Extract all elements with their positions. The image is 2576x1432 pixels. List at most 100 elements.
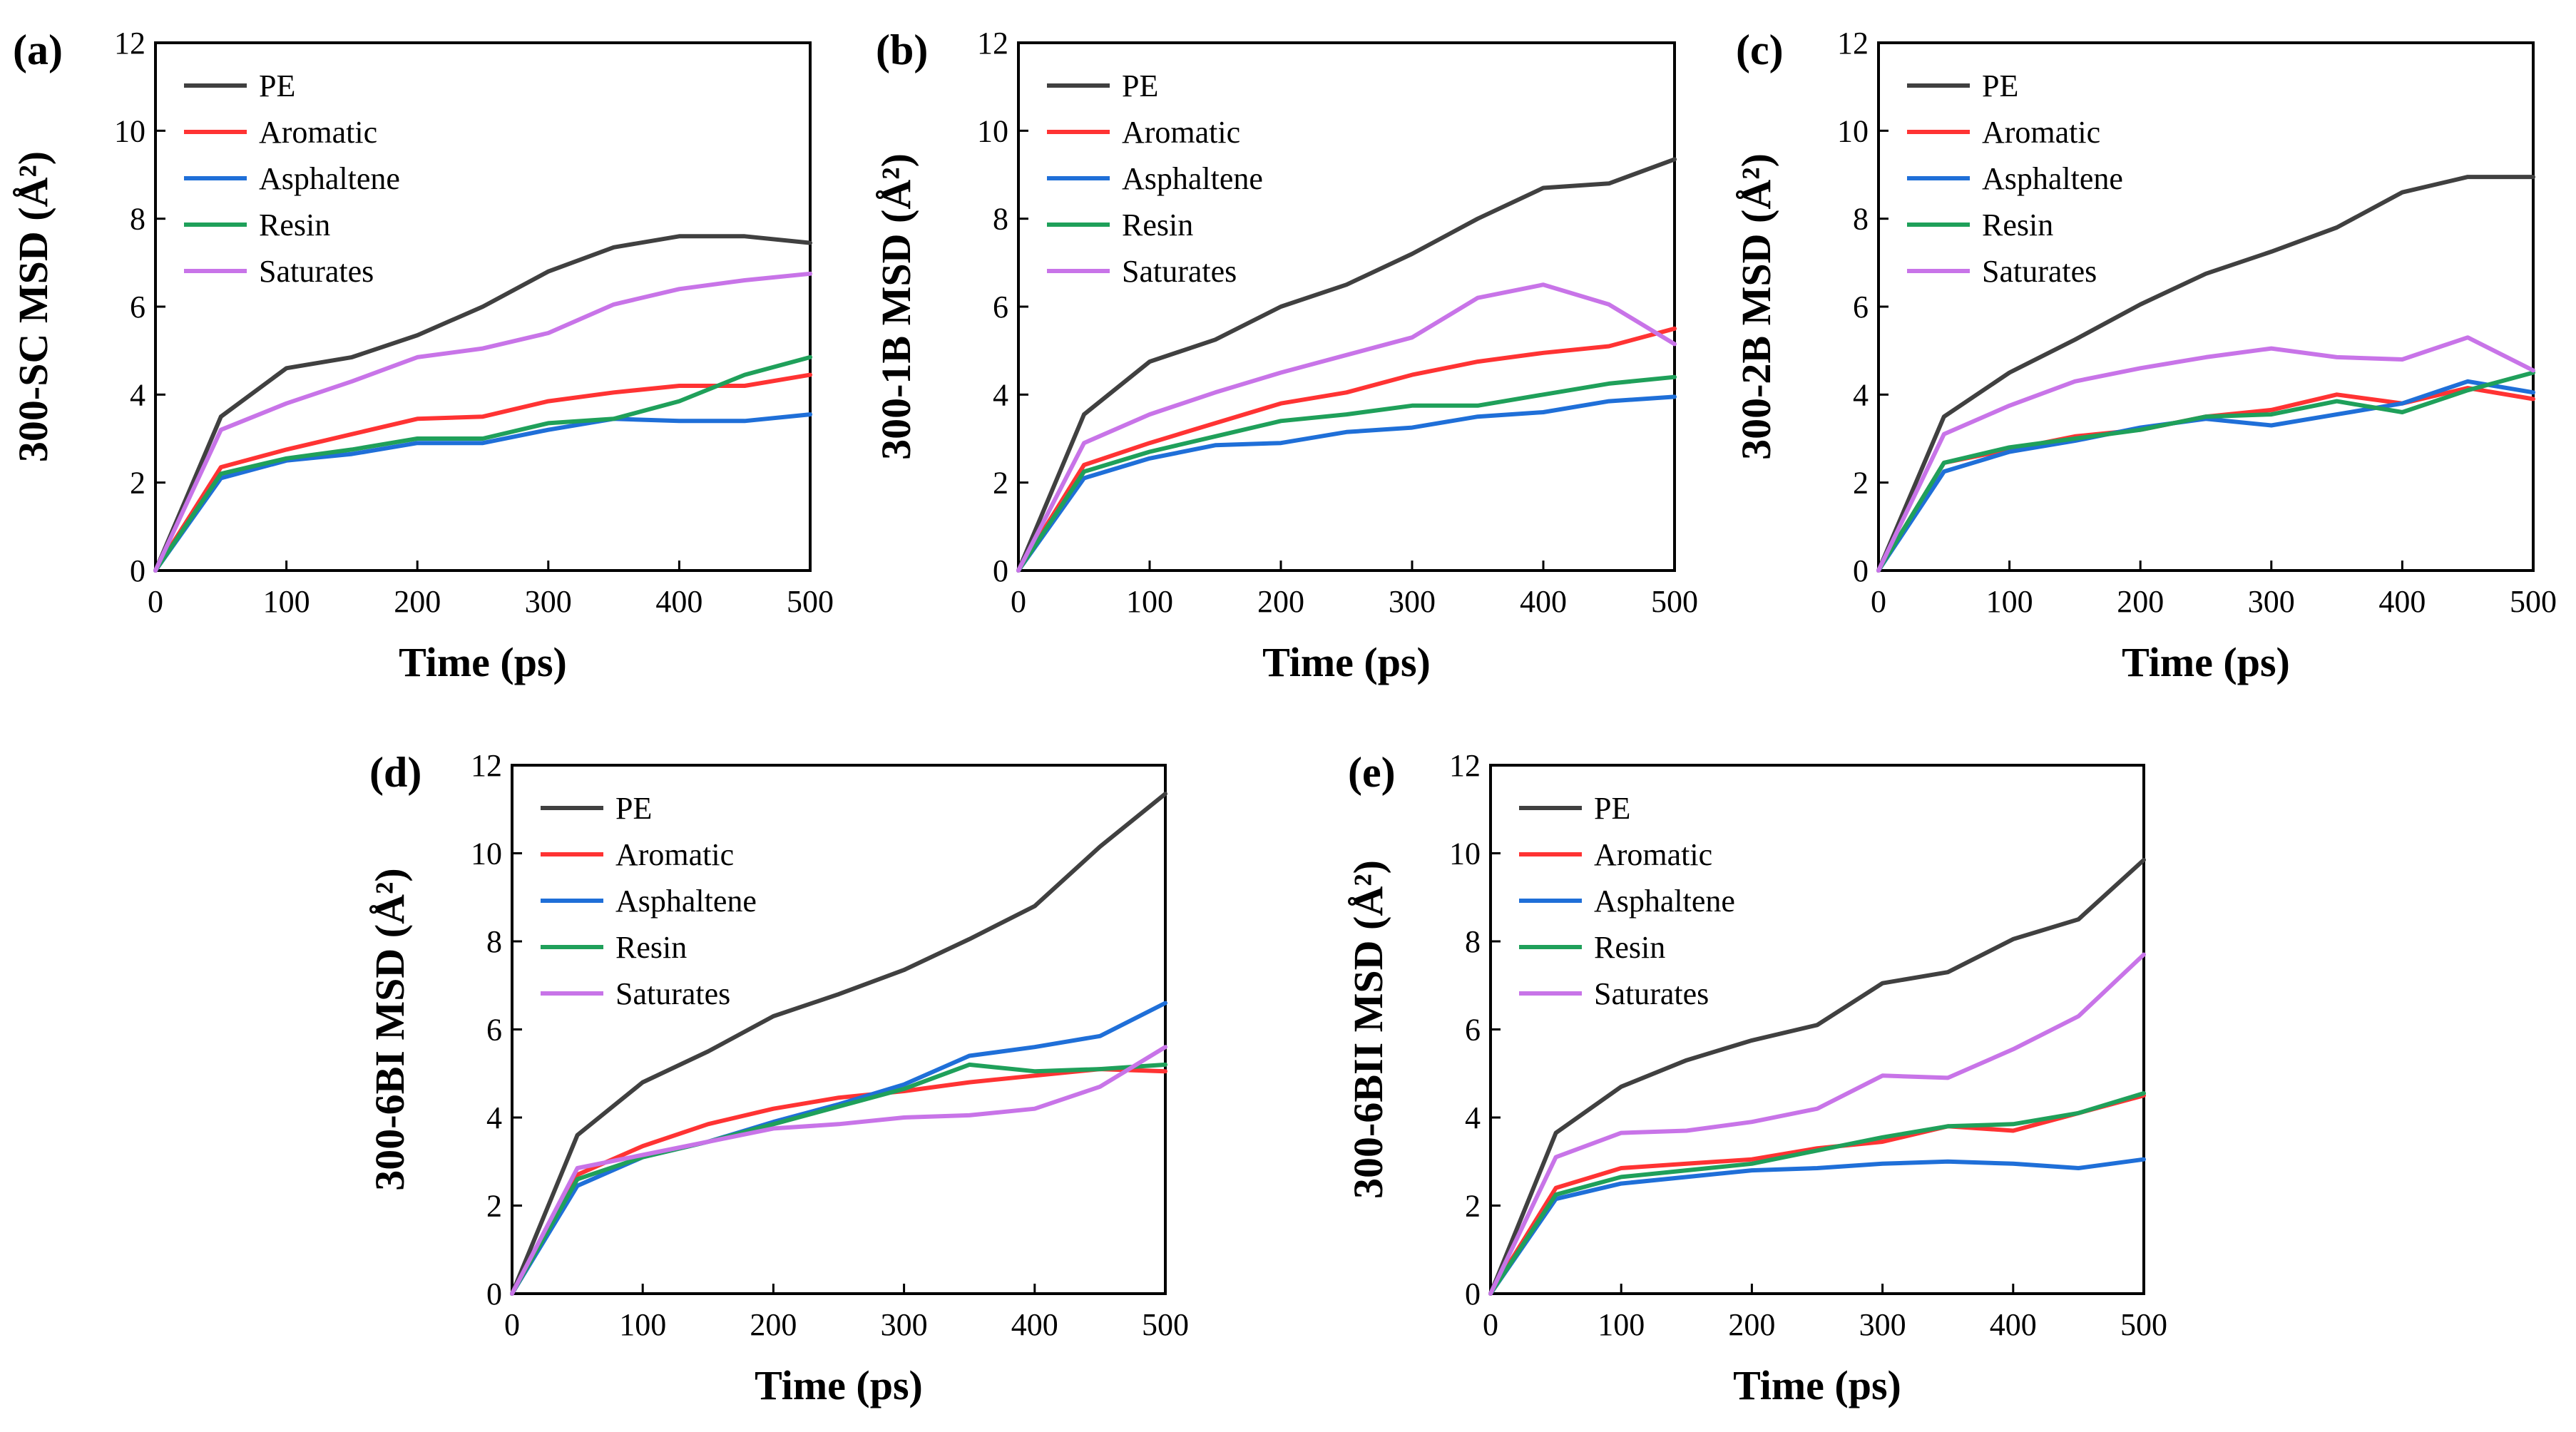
x-axis-title: Time (ps) bbox=[1262, 639, 1431, 685]
x-tick-label: 100 bbox=[1126, 584, 1173, 619]
legend-label: Aromatic bbox=[615, 837, 734, 872]
y-tick-label: 2 bbox=[993, 466, 1008, 501]
legend-label: PE bbox=[1594, 791, 1630, 826]
series-line-asphaltene bbox=[1488, 1157, 2146, 1296]
legend-label: Aromatic bbox=[1122, 115, 1240, 150]
x-tick-label: 500 bbox=[1651, 584, 1698, 619]
y-tick-label: 6 bbox=[1465, 1013, 1481, 1048]
x-axis-title: Time (ps) bbox=[755, 1362, 923, 1408]
x-tick-label: 300 bbox=[1859, 1307, 1906, 1342]
x-tick-label: 0 bbox=[504, 1307, 520, 1342]
y-tick-label: 12 bbox=[471, 748, 502, 783]
y-tick-label: 2 bbox=[130, 466, 145, 501]
x-tick-label: 200 bbox=[1728, 1307, 1775, 1342]
y-tick-label: 6 bbox=[486, 1013, 502, 1048]
x-tick-label: 0 bbox=[1871, 584, 1886, 619]
panel-label: (b) bbox=[876, 26, 928, 73]
plot-frame bbox=[1489, 764, 2145, 1295]
series-line-resin bbox=[1016, 374, 1677, 573]
chart-panel-3: 0 100 200 300 400 500 0 2 4 6 8 10 12 PE Aromatic Aspha… bbox=[367, 748, 1189, 1408]
series-line-asphaltene bbox=[1876, 379, 2535, 573]
y-tick-label: 4 bbox=[486, 1100, 502, 1135]
y-tick-label: 12 bbox=[1837, 26, 1869, 61]
x-tick-label: 400 bbox=[1520, 584, 1567, 619]
legend-label: Asphaltene bbox=[259, 161, 400, 196]
series-line-pe bbox=[153, 234, 812, 573]
legend-label: Aromatic bbox=[1594, 837, 1712, 872]
series-line-saturates bbox=[1876, 335, 2535, 573]
legend-label: Resin bbox=[1982, 208, 2053, 242]
y-tick-label: 8 bbox=[130, 202, 145, 237]
x-tick-label: 200 bbox=[2117, 584, 2164, 619]
y-tick-label: 0 bbox=[486, 1277, 502, 1311]
x-tick-label: 300 bbox=[881, 1307, 928, 1342]
y-axis-title: 300-6BI MSD (Å²) bbox=[367, 868, 413, 1190]
x-axis-title: Time (ps) bbox=[399, 639, 567, 685]
series-line-saturates bbox=[153, 271, 812, 573]
y-tick-label: 0 bbox=[993, 553, 1008, 588]
x-tick-label: 500 bbox=[787, 584, 834, 619]
x-tick-label: 100 bbox=[263, 584, 310, 619]
series-line-pe bbox=[1016, 157, 1677, 573]
y-tick-label: 8 bbox=[1853, 202, 1869, 237]
y-tick-label: 6 bbox=[993, 290, 1008, 324]
legend-label: Resin bbox=[1594, 930, 1665, 965]
y-tick-label: 0 bbox=[130, 553, 145, 588]
legend-label: Asphaltene bbox=[1982, 161, 2123, 196]
x-tick-label: 400 bbox=[655, 584, 702, 619]
x-tick-label: 500 bbox=[2120, 1307, 2167, 1342]
y-tick-label: 2 bbox=[1465, 1189, 1481, 1224]
legend-label: Saturates bbox=[1982, 254, 2097, 289]
series-line-pe bbox=[1488, 857, 2146, 1296]
x-tick-label: 0 bbox=[148, 584, 163, 619]
legend-label: Saturates bbox=[615, 976, 730, 1011]
panel-label: (d) bbox=[369, 749, 421, 796]
series-line-resin bbox=[153, 354, 812, 573]
series-line-pe bbox=[510, 792, 1167, 1296]
y-tick-label: 12 bbox=[114, 26, 145, 61]
legend-label: Aromatic bbox=[259, 115, 377, 150]
series-line-resin bbox=[1876, 370, 2535, 573]
y-tick-label: 10 bbox=[114, 113, 145, 148]
plot-frame bbox=[511, 764, 1167, 1295]
y-tick-label: 10 bbox=[977, 113, 1008, 148]
x-tick-label: 0 bbox=[1483, 1307, 1498, 1342]
legend-label: Resin bbox=[615, 930, 687, 965]
series-line-saturates bbox=[1016, 282, 1677, 573]
x-axis-title: Time (ps) bbox=[2122, 639, 2290, 685]
legend-label: Asphaltene bbox=[1594, 884, 1735, 919]
y-tick-label: 10 bbox=[1449, 837, 1481, 871]
series-line-aromatic bbox=[153, 372, 812, 573]
x-tick-label: 200 bbox=[1257, 584, 1304, 619]
legend-label: PE bbox=[1982, 68, 2018, 103]
y-tick-label: 0 bbox=[1465, 1277, 1481, 1311]
y-tick-label: 8 bbox=[993, 202, 1008, 237]
plot-frame bbox=[1017, 41, 1676, 572]
series-line-saturates bbox=[510, 1045, 1167, 1296]
series-line-resin bbox=[510, 1062, 1167, 1296]
legend-label: Saturates bbox=[1594, 976, 1709, 1011]
series-line-asphaltene bbox=[153, 412, 812, 573]
y-tick-label: 8 bbox=[1465, 924, 1481, 959]
legend-label: Resin bbox=[1122, 208, 1193, 242]
y-tick-label: 12 bbox=[977, 26, 1008, 61]
legend-label: PE bbox=[615, 791, 652, 826]
y-tick-label: 10 bbox=[471, 837, 502, 871]
chart-panel-0: 0 100 200 300 400 500 0 2 4 6 8 10 12 PE Aromatic Aspha… bbox=[10, 26, 834, 685]
legend-label: PE bbox=[1122, 68, 1158, 103]
panel-label: (e) bbox=[1348, 749, 1396, 796]
x-tick-label: 100 bbox=[619, 1307, 666, 1342]
legend-label: Aromatic bbox=[1982, 115, 2100, 150]
x-tick-label: 400 bbox=[1011, 1307, 1058, 1342]
chart-panel-2: 0 100 200 300 400 500 0 2 4 6 8 10 12 PE Aromatic Aspha… bbox=[1733, 26, 2557, 685]
series-line-asphaltene bbox=[1016, 394, 1677, 573]
legend-label: Asphaltene bbox=[1122, 161, 1263, 196]
panel-label: (a) bbox=[13, 26, 63, 73]
x-tick-label: 300 bbox=[1389, 584, 1436, 619]
legend-label: Saturates bbox=[1122, 254, 1237, 289]
y-tick-label: 4 bbox=[993, 377, 1008, 412]
y-tick-label: 2 bbox=[1853, 466, 1869, 501]
chart-panel-4: 0 100 200 300 400 500 0 2 4 6 8 10 12 PE Aromatic Aspha… bbox=[1345, 748, 2167, 1408]
x-tick-label: 100 bbox=[1598, 1307, 1645, 1342]
y-tick-label: 4 bbox=[130, 377, 145, 412]
